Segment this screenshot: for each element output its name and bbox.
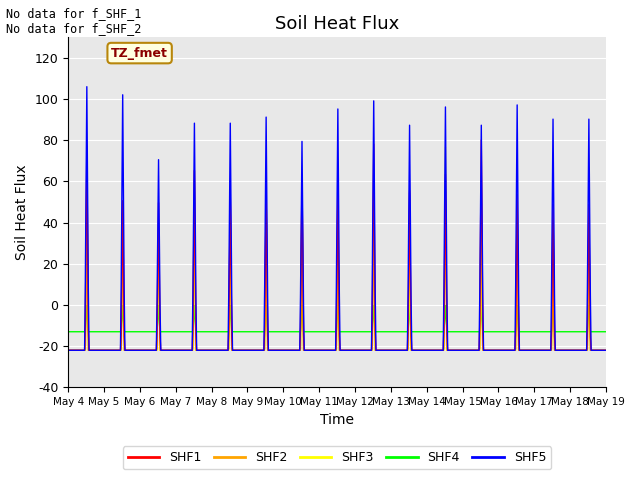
SHF3: [129, 348, 137, 353]
Title: Soil Heat Flux: Soil Heat Flux: [275, 15, 399, 33]
SHF1: [418, 348, 426, 353]
SHF1: [129, 348, 137, 353]
Line: SHF3: SHF3: [68, 147, 605, 350]
SHF2: [184, 348, 191, 353]
X-axis label: Time: Time: [320, 413, 354, 427]
SHF3: [402, 348, 410, 353]
SHF2: [602, 348, 609, 353]
SHF4: [370, 303, 378, 309]
SHF4: [184, 329, 191, 335]
SHF2: [213, 348, 221, 353]
SHF2: [419, 348, 426, 353]
SHF2: [403, 348, 410, 353]
Y-axis label: Soil Heat Flux: Soil Heat Flux: [15, 165, 29, 260]
SHF4: [419, 329, 426, 335]
SHF5: [602, 348, 609, 353]
SHF2: [74, 348, 82, 353]
SHF2: [191, 168, 198, 174]
Line: SHF2: SHF2: [68, 171, 605, 350]
Line: SHF4: SHF4: [68, 306, 605, 332]
SHF2: [64, 348, 72, 353]
Line: SHF1: SHF1: [68, 140, 605, 350]
SHF3: [602, 348, 609, 353]
SHF1: [477, 137, 485, 143]
Text: No data for f_SHF_2: No data for f_SHF_2: [6, 22, 142, 35]
SHF5: [213, 348, 221, 353]
SHF4: [602, 329, 609, 335]
SHF4: [403, 329, 410, 335]
SHF5: [130, 348, 138, 353]
SHF1: [64, 348, 72, 353]
SHF5: [83, 84, 91, 90]
SHF3: [184, 348, 191, 353]
Text: No data for f_SHF_1: No data for f_SHF_1: [6, 7, 142, 20]
SHF5: [64, 348, 72, 353]
SHF1: [74, 348, 82, 353]
Text: TZ_fmet: TZ_fmet: [111, 47, 168, 60]
SHF1: [212, 348, 220, 353]
SHF4: [74, 329, 82, 335]
SHF3: [64, 348, 72, 353]
SHF4: [212, 329, 220, 335]
SHF5: [184, 348, 192, 353]
Legend: SHF1, SHF2, SHF3, SHF4, SHF5: SHF1, SHF2, SHF3, SHF4, SHF5: [123, 446, 551, 469]
Line: SHF5: SHF5: [68, 87, 605, 350]
SHF4: [129, 329, 137, 335]
SHF3: [74, 348, 82, 353]
SHF3: [418, 348, 426, 353]
SHF2: [129, 348, 137, 353]
SHF1: [402, 348, 410, 353]
SHF5: [419, 348, 426, 353]
SHF4: [64, 329, 72, 335]
SHF5: [403, 348, 410, 353]
SHF3: [442, 144, 449, 150]
SHF5: [74, 348, 82, 353]
SHF3: [212, 348, 220, 353]
SHF1: [184, 348, 191, 353]
SHF1: [602, 348, 609, 353]
